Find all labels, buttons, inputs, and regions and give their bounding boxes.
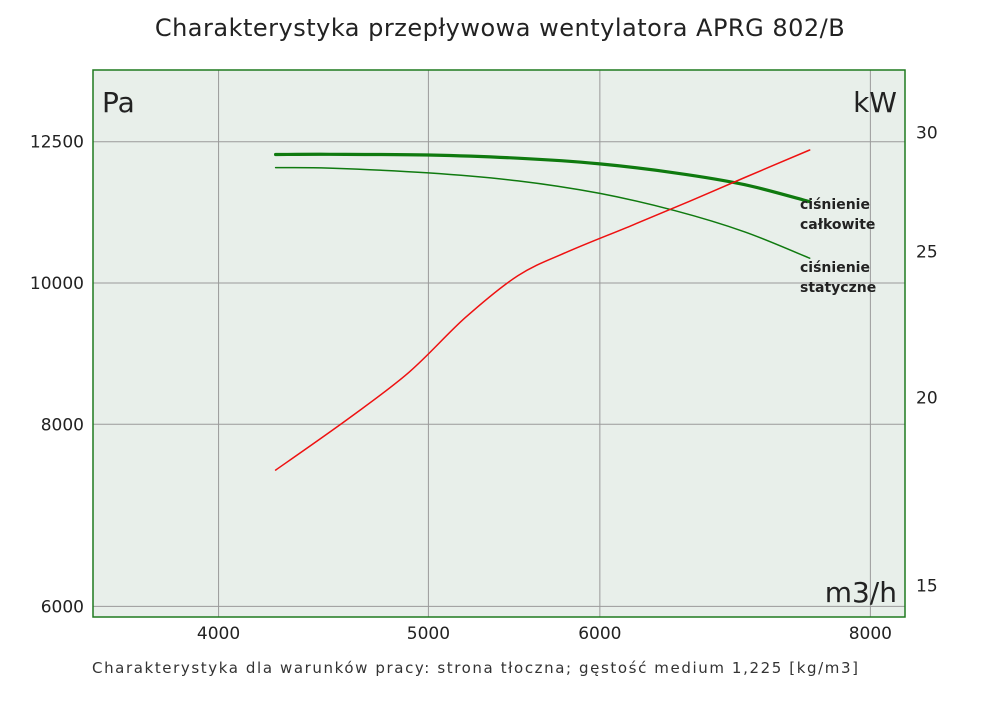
legend-static-pressure-line1: ciśnienie	[800, 260, 870, 276]
plot-frame	[92, 69, 906, 618]
y-left-tick-label: 8000	[41, 415, 84, 435]
footnote: Charakterystyka dla warunków pracy: stro…	[92, 659, 860, 677]
x-axis-label: m3/h	[825, 576, 897, 609]
x-tick-label: 8000	[849, 624, 892, 644]
legend-static-pressure-line2: statyczne	[800, 280, 876, 296]
tick-labels: 4000 5000 6000 8000 6000 8000 10000 12500 15 20 25…	[30, 123, 938, 644]
y-axis-right-label: kW	[853, 86, 897, 119]
x-tick-label: 4000	[197, 624, 240, 644]
chart-title: Charakterystyka przepływowa wentylatora …	[154, 14, 846, 42]
y-left-tick-label: 10000	[30, 274, 84, 294]
legend-total-pressure-line2: całkowite	[800, 217, 875, 233]
x-tick-label: 6000	[578, 624, 621, 644]
y-left-tick-label: 6000	[41, 597, 84, 617]
plot-background	[93, 70, 905, 617]
series-layer	[274, 149, 812, 471]
y-right-tick-label: 25	[916, 243, 938, 263]
y-right-tick-label: 20	[916, 389, 938, 409]
legend-total-pressure-line1: ciśnienie	[800, 197, 870, 213]
y-left-tick-label: 12500	[30, 133, 84, 153]
legend-static-pressure: ciśnienie statyczne	[800, 260, 876, 296]
power-line	[274, 149, 811, 471]
y-axis-left-label: Pa	[102, 86, 135, 119]
grid	[93, 70, 905, 617]
y-right-tick-label: 30	[916, 123, 938, 143]
x-tick-label: 5000	[407, 624, 450, 644]
y-right-tick-label: 15	[916, 577, 938, 597]
total-pressure-line	[274, 152, 812, 204]
static-pressure-line	[274, 166, 811, 259]
legend-total-pressure: ciśnienie całkowite	[800, 197, 875, 233]
